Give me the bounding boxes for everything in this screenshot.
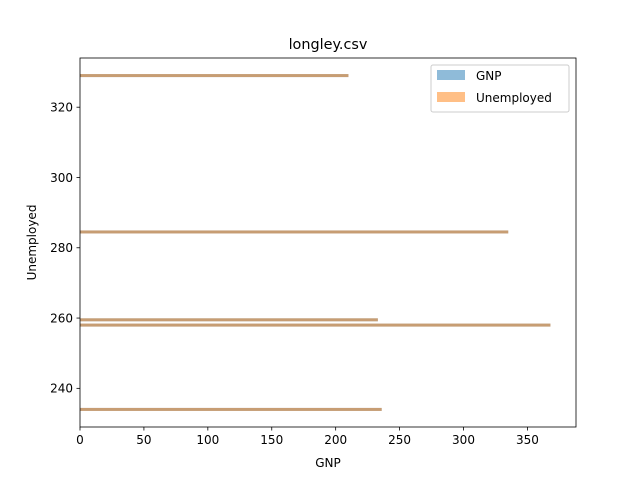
x-tick-label: 0 bbox=[76, 433, 84, 447]
y-axis-label: Unemployed bbox=[25, 205, 39, 281]
y-tick-label: 320 bbox=[50, 101, 73, 115]
legend-swatch-unemployed bbox=[437, 92, 465, 102]
x-tick-label: 350 bbox=[516, 433, 539, 447]
legend-box bbox=[430, 64, 570, 113]
bar-unemployed-4 bbox=[80, 407, 382, 411]
x-tick-label: 250 bbox=[388, 433, 411, 447]
x-tick-label: 200 bbox=[324, 433, 347, 447]
x-tick-label: 100 bbox=[196, 433, 219, 447]
axes-frame bbox=[79, 57, 577, 428]
y-tick-label: 300 bbox=[50, 171, 73, 185]
y-axis-ticks: 240 260 280 300 320 bbox=[50, 101, 80, 396]
chart-title: longley.csv bbox=[289, 37, 368, 53]
legend-label-unemployed: Unemployed bbox=[476, 91, 552, 105]
y-tick-label: 280 bbox=[50, 241, 73, 255]
bar-unemployed-0 bbox=[80, 74, 349, 78]
x-axis-ticks: 0 50 100 150 200 250 300 350 bbox=[76, 427, 539, 447]
bar-unemployed-3 bbox=[80, 323, 551, 327]
x-tick-label: 50 bbox=[136, 433, 151, 447]
y-tick-label: 260 bbox=[50, 311, 73, 325]
bar-unemployed-2 bbox=[80, 318, 378, 322]
bar-unemployed-1 bbox=[80, 230, 509, 234]
x-axis-label: GNP bbox=[315, 456, 341, 470]
plot-area: 0 50 100 150 200 250 300 350 240 260 280 300 320 bbox=[50, 57, 577, 447]
legend-label-gnp: GNP bbox=[476, 69, 502, 83]
x-tick-label: 300 bbox=[452, 433, 475, 447]
legend-swatch-gnp bbox=[437, 70, 465, 80]
x-tick-label: 150 bbox=[260, 433, 283, 447]
legend: GNP Unemployed bbox=[430, 64, 570, 113]
bars-layer bbox=[80, 74, 551, 411]
y-tick-label: 240 bbox=[50, 382, 73, 396]
